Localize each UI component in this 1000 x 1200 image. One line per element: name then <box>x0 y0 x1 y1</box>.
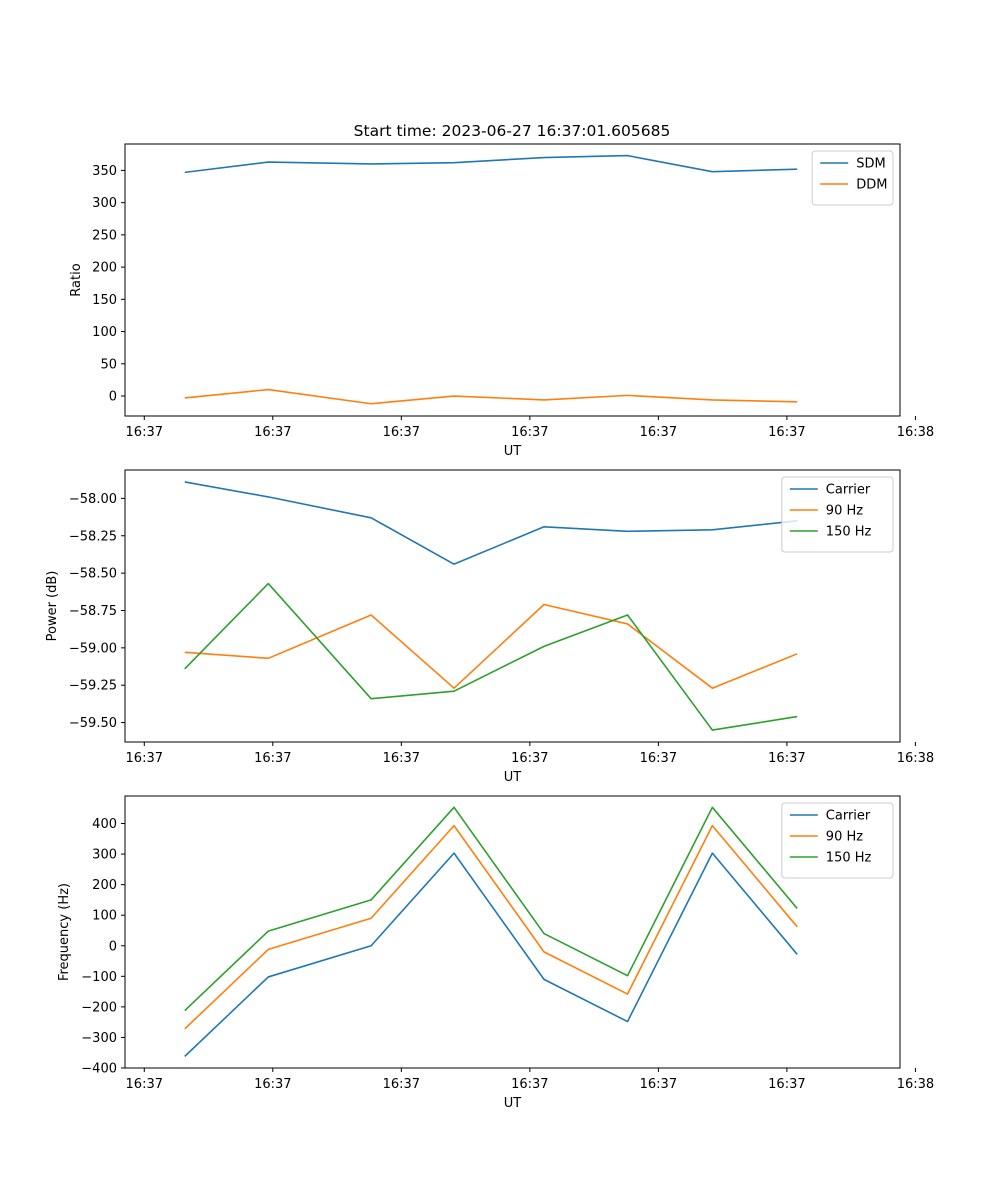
ratio-axes-frame <box>124 143 901 417</box>
power-series-line-2 <box>184 582 798 731</box>
power-x-tick-label: 16:37 <box>254 751 291 766</box>
frequency-legend-label-2: 150 Hz <box>826 851 872 866</box>
power-legend-label-0: Carrier <box>826 483 871 498</box>
power-subplot: 16:37 16:37 16:37 16:37 16:37 16:37 16:38 −58.0… <box>45 469 934 785</box>
ratio-x-tick-label: 16:37 <box>383 425 420 440</box>
ratio-series-line-1 <box>184 388 798 405</box>
figure-title: Start time: 2023-06-27 16:37:01.605685 <box>354 122 671 140</box>
ratio-x-tick-label: 16:37 <box>254 425 291 440</box>
ratio-y-tick-label: 150 <box>92 293 117 308</box>
frequency-series-line-2 <box>184 806 798 1012</box>
power-legend-box <box>781 476 894 553</box>
frequency-y-tick-label: −300 <box>81 1031 117 1046</box>
ratio-x-tick-label: 16:37 <box>126 425 163 440</box>
frequency-legend-label-0: Carrier <box>826 809 871 824</box>
ratio-x-tick-label: 16:37 <box>640 425 677 440</box>
power-legend-label-2: 150 Hz <box>826 525 872 540</box>
power-x-tick-label: 16:37 <box>768 751 805 766</box>
ratio-y-axis-label: Ratio <box>69 263 84 296</box>
ratio-legend: SDM DDM <box>811 150 894 206</box>
power-legend-label-1: 90 Hz <box>826 504 863 519</box>
frequency-y-tick-label: 0 <box>109 939 117 954</box>
frequency-x-tick-label: 16:37 <box>768 1077 805 1092</box>
power-y-tick-label: −58.50 <box>69 567 117 582</box>
power-x-tick-label: 16:37 <box>383 751 420 766</box>
power-x-tick-label: 16:38 <box>897 751 934 766</box>
ratio-y-tick-label: 200 <box>92 261 117 276</box>
frequency-y-tick-label: 400 <box>92 817 117 832</box>
frequency-y-tick-label: −400 <box>81 1062 117 1077</box>
frequency-x-tick-label: 16:37 <box>511 1077 548 1092</box>
power-series-line-1 <box>184 603 798 690</box>
power-x-tick-label: 16:37 <box>126 751 163 766</box>
power-y-tick-label: −58.25 <box>69 529 117 544</box>
ratio-x-tick-label: 16:38 <box>897 425 934 440</box>
power-y-tick-label: −59.50 <box>69 716 117 731</box>
frequency-x-tick-label: 16:37 <box>383 1077 420 1092</box>
frequency-y-tick-label: −100 <box>81 970 117 985</box>
ratio-legend-label-0: SDM <box>856 157 885 172</box>
frequency-subplot: 16:37 16:37 16:37 16:37 16:37 16:37 16:38 −400 −… <box>57 795 934 1111</box>
frequency-y-axis-label: Frequency (Hz) <box>57 883 72 981</box>
ratio-y-tick-label: 350 <box>92 164 117 179</box>
ratio-y-tick-label: 300 <box>92 196 117 211</box>
ratio-y-tick-label: 100 <box>92 325 117 340</box>
power-y-tick-label: −58.00 <box>69 492 117 507</box>
power-axes-frame <box>124 469 901 743</box>
frequency-x-tick-label: 16:38 <box>897 1077 934 1092</box>
power-y-tick-label: −58.75 <box>69 604 117 619</box>
frequency-y-tick-label: 300 <box>92 848 117 863</box>
ratio-series-line-0 <box>184 154 798 174</box>
frequency-x-tick-label: 16:37 <box>254 1077 291 1092</box>
ratio-y-tick-label: 250 <box>92 228 117 243</box>
ratio-subplot: 16:37 16:37 16:37 16:37 16:37 16:37 16:38 0 50 10… <box>69 143 934 459</box>
ratio-x-tick-label: 16:37 <box>768 425 805 440</box>
frequency-series-line-0 <box>184 852 798 1057</box>
power-y-tick-label: −59.25 <box>69 679 117 694</box>
frequency-y-tick-label: 100 <box>92 909 117 924</box>
power-series-line-0 <box>184 481 798 565</box>
power-y-tick-label: −59.00 <box>69 641 117 656</box>
frequency-legend-box <box>781 802 894 879</box>
power-x-tick-label: 16:37 <box>511 751 548 766</box>
frequency-x-axis-label: UT <box>504 1096 522 1111</box>
frequency-x-tick-label: 16:37 <box>126 1077 163 1092</box>
ratio-y-tick-label: 0 <box>109 390 117 405</box>
power-y-axis-label: Power (dB) <box>45 571 60 642</box>
frequency-series-line-1 <box>184 824 798 1030</box>
ratio-x-tick-label: 16:37 <box>511 425 548 440</box>
frequency-y-tick-label: −200 <box>81 1000 117 1015</box>
power-legend: Carrier 90 Hz 150 Hz <box>781 476 894 553</box>
power-x-axis-label: UT <box>504 770 522 785</box>
ratio-y-tick-label: 50 <box>100 357 117 372</box>
ratio-legend-box <box>811 150 894 206</box>
frequency-legend: Carrier 90 Hz 150 Hz <box>781 802 894 879</box>
frequency-legend-label-1: 90 Hz <box>826 830 863 845</box>
frequency-x-tick-label: 16:37 <box>640 1077 677 1092</box>
subplots: 16:37 16:37 16:37 16:37 16:37 16:37 16:38 0 50 10… <box>45 143 934 1111</box>
ratio-x-axis-label: UT <box>504 444 522 459</box>
ratio-legend-label-1: DDM <box>856 178 887 193</box>
frequency-y-tick-label: 200 <box>92 878 117 893</box>
power-x-tick-label: 16:37 <box>640 751 677 766</box>
frequency-axes-frame <box>124 795 901 1069</box>
